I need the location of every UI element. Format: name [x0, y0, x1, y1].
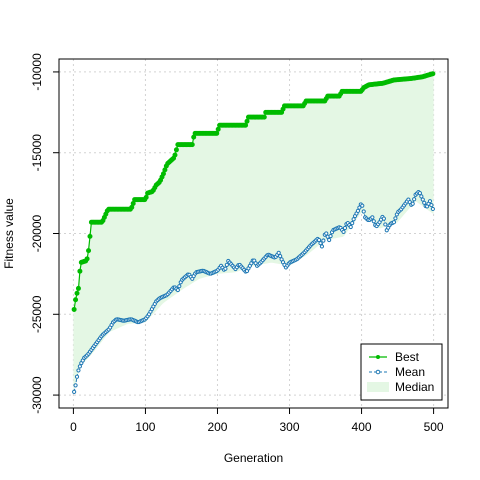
y-axis-title: Fitness value [2, 198, 16, 269]
y-tick-label-0: -30000 [30, 376, 44, 414]
legend-median-label: Median [395, 380, 434, 394]
x-axis-title: Generation [224, 451, 283, 465]
x-tick-label-1: 100 [135, 420, 155, 434]
x-tick-label-5: 500 [424, 420, 444, 434]
best-point-249 [431, 72, 435, 76]
legend-best-marker [376, 355, 380, 359]
legend-item-median: Median [367, 380, 434, 394]
mean-point-105 [224, 267, 227, 270]
best-point-71 [174, 148, 178, 152]
mean-point-170 [317, 238, 320, 241]
mean-point-175 [325, 232, 328, 235]
mean-point-240 [418, 192, 421, 195]
mean-point-192 [349, 225, 352, 228]
best-point-99 [215, 131, 219, 135]
mean-point-143 [279, 255, 282, 258]
best-point-1 [74, 298, 78, 302]
best-point-120 [245, 119, 249, 123]
mean-point-172 [320, 245, 323, 248]
mean-point-216 [384, 223, 387, 226]
mean-point-247 [428, 200, 431, 203]
best-point-11 [88, 234, 92, 238]
mean-point-222 [392, 221, 395, 224]
mean-point-200 [361, 204, 364, 207]
mean-point-73 [178, 285, 181, 288]
mean-point-187 [342, 230, 345, 233]
y-tick-label-2: -20000 [30, 214, 44, 252]
mean-point-177 [328, 238, 331, 241]
mean-point-249 [431, 207, 434, 210]
mean-point-207 [371, 216, 374, 219]
mean-point-201 [362, 210, 365, 213]
mean-point-242 [421, 198, 424, 201]
mean-point-2 [75, 375, 78, 378]
legend: Best Mean Median [361, 344, 442, 400]
x-tick-label-2: 200 [207, 420, 227, 434]
best-point-10 [87, 249, 91, 253]
mean-point-215 [382, 217, 385, 220]
best-point-2 [75, 291, 79, 295]
mean-point-235 [411, 202, 414, 205]
mean-point-236 [413, 198, 416, 201]
x-tick-label-0: 0 [70, 420, 77, 434]
best-point-82 [190, 143, 194, 147]
legend-median-swatch [367, 382, 389, 392]
mean-point-197 [356, 209, 359, 212]
best-point-100 [216, 127, 220, 131]
mean-point-173 [322, 239, 325, 242]
mean-point-208 [372, 220, 375, 223]
mean-point-248 [430, 203, 433, 206]
mean-point-72 [176, 288, 179, 291]
best-point-119 [244, 123, 248, 127]
y-tick-label-1: -25000 [30, 295, 44, 333]
best-point-50 [144, 195, 148, 199]
best-point-132 [262, 115, 266, 119]
mean-point-241 [420, 195, 423, 198]
mean-point-188 [343, 226, 346, 229]
best-point-4 [78, 269, 82, 273]
best-point-0 [72, 307, 76, 311]
x-tick-label-3: 300 [280, 420, 300, 434]
x-tick-label-4: 400 [352, 420, 372, 434]
mean-point-0 [73, 390, 76, 393]
best-point-70 [173, 153, 177, 157]
mean-point-142 [277, 251, 280, 254]
mean-point-243 [423, 201, 426, 204]
legend-mean-label: Mean [395, 365, 425, 379]
mean-point-3 [77, 369, 80, 372]
y-tick-label-3: -15000 [30, 134, 44, 172]
best-point-9 [85, 257, 89, 261]
mean-point-194 [352, 218, 355, 221]
mean-point-171 [319, 242, 322, 245]
mean-point-223 [394, 217, 397, 220]
mean-point-4 [78, 365, 81, 368]
mean-point-1 [74, 384, 77, 387]
legend-mean-marker [376, 370, 380, 374]
best-point-3 [76, 286, 80, 290]
legend-best-label: Best [395, 350, 420, 364]
y-tick-label-4: -10000 [30, 53, 44, 91]
mean-point-178 [329, 234, 332, 237]
mean-point-193 [351, 222, 354, 225]
